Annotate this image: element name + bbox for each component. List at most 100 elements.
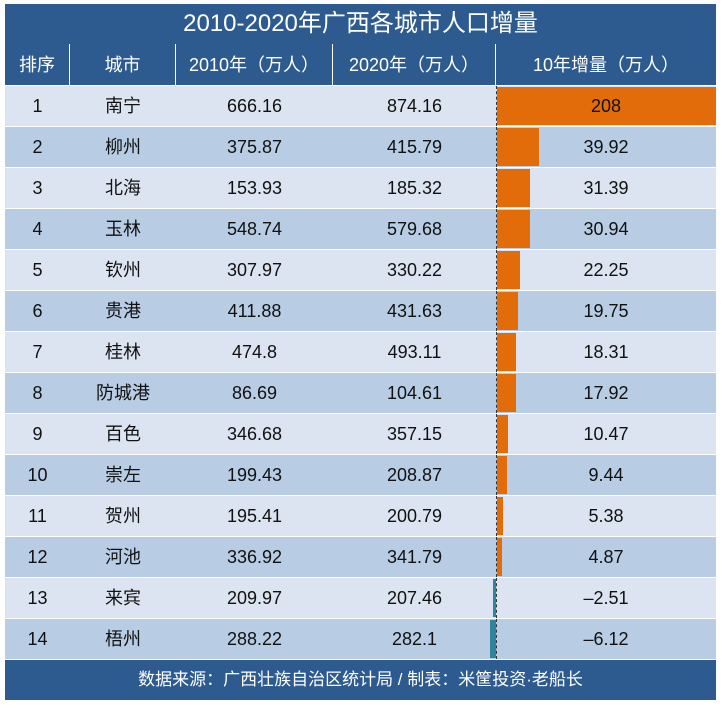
- table-row: 14 梧州 288.22 282.1 –6.12: [5, 619, 716, 660]
- bar-axis: [496, 168, 497, 208]
- cell-pop-2010: 375.87: [226, 137, 283, 157]
- bar-axis: [496, 332, 497, 372]
- increase-value: 18.31: [583, 342, 629, 362]
- cell-pop-2010: 153.93: [226, 178, 283, 198]
- data-bar: [497, 415, 509, 453]
- cell-pop-2010: 336.92: [226, 547, 283, 567]
- cell-city: 梧州: [105, 629, 141, 649]
- cell-pop-2020: 431.63: [386, 301, 443, 321]
- header-2020: 2020年（万人）: [333, 44, 496, 85]
- cell-pop-2020: 104.61: [386, 383, 443, 403]
- cell-pop-2010: 288.22: [226, 629, 283, 649]
- data-bar: [497, 292, 518, 330]
- table-row: 5 钦州 307.97 330.22 22.25: [5, 250, 716, 291]
- increase-value: 10.47: [583, 424, 629, 444]
- cell-city: 桂林: [105, 342, 141, 362]
- cell-rank: 12: [27, 547, 48, 567]
- bar-axis: [496, 619, 497, 659]
- cell-city: 柳州: [105, 137, 141, 157]
- bar-axis: [496, 250, 497, 290]
- header-city: 城市: [70, 44, 176, 85]
- cell-pop-2020: 330.22: [386, 260, 443, 280]
- data-bar: [489, 620, 496, 658]
- data-bar: [497, 497, 503, 535]
- data-bar: [497, 374, 516, 412]
- cell-pop-2020: 357.15: [386, 424, 443, 444]
- cell-city: 南宁: [105, 96, 141, 116]
- table-row: 10 崇左 199.43 208.87 9.44: [5, 455, 716, 496]
- table-row: 13 来宾 209.97 207.46 –2.51: [5, 578, 716, 619]
- cell-increase: 39.92: [496, 127, 716, 167]
- cell-pop-2020: 415.79: [386, 137, 443, 157]
- table-row: 6 贵港 411.88 431.63 19.75: [5, 291, 716, 332]
- bar-axis: [496, 209, 497, 249]
- cell-rank: 11: [28, 506, 47, 526]
- table-row: 9 百色 346.68 357.15 10.47: [5, 414, 716, 455]
- bar-axis: [496, 414, 497, 454]
- cell-increase: 4.87: [496, 537, 716, 577]
- cell-pop-2010: 548.74: [226, 219, 283, 239]
- cell-rank: 6: [32, 301, 43, 321]
- cell-city: 防城港: [96, 383, 150, 403]
- increase-value: 4.87: [588, 547, 624, 567]
- cell-increase: 30.94: [496, 209, 716, 249]
- increase-value: 39.92: [583, 137, 629, 157]
- increase-value: –6.12: [583, 629, 629, 649]
- cell-increase: 19.75: [496, 291, 716, 331]
- data-bar: [497, 251, 521, 289]
- cell-city: 河池: [105, 547, 141, 567]
- cell-pop-2010: 474.8: [231, 342, 278, 362]
- bar-axis: [496, 86, 497, 126]
- data-bar: [497, 128, 540, 166]
- data-bar: [497, 210, 530, 248]
- header-increase: 10年增量（万人）: [532, 55, 680, 75]
- header-2010: 2010年（万人）: [176, 44, 333, 85]
- table-row: 3 北海 153.93 185.32 31.39: [5, 168, 716, 209]
- cell-pop-2010: 307.97: [226, 260, 283, 280]
- cell-pop-2010: 411.88: [227, 301, 282, 321]
- cell-pop-2010: 199.43: [226, 465, 283, 485]
- increase-value: 31.39: [583, 178, 629, 198]
- data-bar: [497, 169, 531, 207]
- cell-increase: 22.25: [496, 250, 716, 290]
- bar-axis: [496, 537, 497, 577]
- cell-city: 北海: [105, 178, 141, 198]
- table-row: 8 防城港 86.69 104.61 17.92: [5, 373, 716, 414]
- cell-pop-2010: 86.69: [231, 383, 278, 403]
- cell-pop-2010: 666.16: [226, 96, 283, 116]
- table-row: 1 南宁 666.16 874.16 208: [5, 86, 716, 127]
- population-table: 2010-2020年广西各城市人口增量 排序 城市 2010年（万人） 2020…: [5, 4, 716, 700]
- data-bar: [497, 456, 507, 494]
- bar-axis: [496, 127, 497, 167]
- cell-rank: 4: [32, 219, 43, 239]
- table-row: 11 贺州 195.41 200.79 5.38: [5, 496, 716, 537]
- cell-pop-2020: 200.79: [386, 506, 443, 526]
- cell-pop-2020: 185.32: [386, 178, 443, 198]
- source-footer: 数据来源：广西壮族自治区统计局 / 制表：米筐投资·老船长: [5, 660, 716, 700]
- cell-pop-2020: 493.11: [387, 342, 442, 362]
- bar-axis: [496, 455, 497, 495]
- increase-value: 30.94: [583, 219, 629, 239]
- cell-pop-2020: 874.16: [386, 96, 443, 116]
- header-row: 排序 城市 2010年（万人） 2020年（万人） 10年增量（万人）: [5, 44, 716, 86]
- data-bar: [497, 538, 503, 576]
- cell-rank: 5: [32, 260, 43, 280]
- cell-pop-2010: 195.41: [226, 506, 283, 526]
- cell-increase: –6.12: [489, 619, 716, 659]
- cell-rank: 8: [32, 383, 43, 403]
- cell-increase: 18.31: [496, 332, 716, 372]
- cell-rank: 3: [32, 178, 43, 198]
- cell-increase: 9.44: [496, 455, 716, 495]
- cell-pop-2020: 579.68: [386, 219, 443, 239]
- cell-city: 贺州: [105, 506, 141, 526]
- bar-axis: [496, 373, 497, 413]
- cell-increase: 5.38: [496, 496, 716, 536]
- data-bar: [493, 579, 496, 617]
- cell-city: 贵港: [105, 301, 141, 321]
- cell-city: 崇左: [105, 465, 141, 485]
- cell-city: 钦州: [105, 260, 141, 280]
- increase-value: 17.92: [583, 383, 629, 403]
- table-row: 4 玉林 548.74 579.68 30.94: [5, 209, 716, 250]
- table-row: 12 河池 336.92 341.79 4.87: [5, 537, 716, 578]
- increase-value: 19.75: [583, 301, 629, 321]
